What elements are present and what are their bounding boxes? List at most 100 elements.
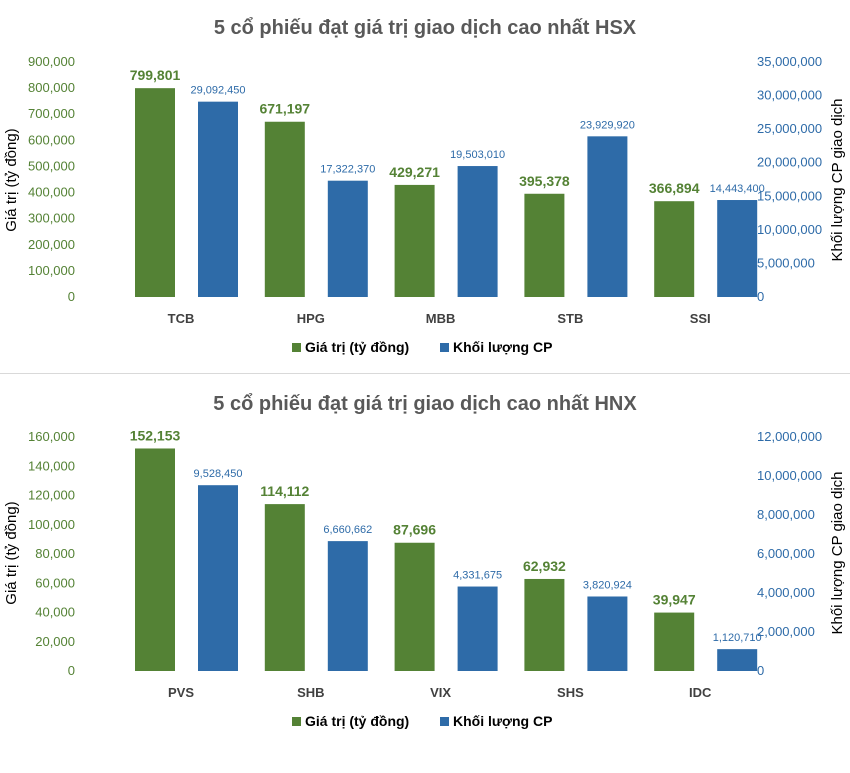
data-label-value: 39,947 <box>653 592 696 608</box>
data-label-volume: 3,820,924 <box>583 579 632 591</box>
left-axis-tick-label: 100,000 <box>28 263 75 278</box>
left-axis-tick-label: 140,000 <box>28 458 75 473</box>
data-label-volume: 4,331,675 <box>453 570 502 582</box>
legend-label-value: Giá trị (tỷ đồng) <box>305 339 409 355</box>
data-label-value: 152,153 <box>130 427 181 443</box>
right-axis-tick-label: 6,000,000 <box>757 546 815 561</box>
bar-value-shs <box>524 578 565 671</box>
right-axis-tick-label: 30,000,000 <box>757 88 822 103</box>
category-label: STB <box>557 311 583 326</box>
bar-volume-ssi <box>717 200 758 297</box>
chart-separator <box>0 373 850 374</box>
right-axis-title: Khối lượng CP giao dịch <box>829 471 846 634</box>
data-label-value: 366,894 <box>649 180 700 196</box>
right-axis-tick-label: 25,000,000 <box>757 121 822 136</box>
category-label: VIX <box>430 685 451 700</box>
bar-volume-hpg <box>327 180 368 297</box>
bar-volume-idc <box>717 649 758 671</box>
bar-value-tcb <box>135 88 175 297</box>
data-label-value: 395,378 <box>519 173 570 189</box>
data-label-volume: 23,929,920 <box>580 119 635 131</box>
data-label-volume: 17,322,370 <box>320 164 375 176</box>
bar-value-pvs <box>135 448 175 671</box>
category-label: SSI <box>690 311 711 326</box>
right-axis-tick-label: 20,000,000 <box>757 155 822 170</box>
legend-label-volume: Khối lượng CP <box>453 339 552 355</box>
legend-swatch-volume <box>440 343 449 352</box>
bar-value-vix <box>394 542 435 671</box>
left-axis-tick-label: 160,000 <box>28 429 75 444</box>
bar-value-stb <box>524 193 565 297</box>
left-axis-tick-label: 200,000 <box>28 237 75 252</box>
bar-volume-vix <box>457 586 498 671</box>
left-axis-tick-label: 80,000 <box>35 546 75 561</box>
data-label-value: 671,197 <box>259 101 310 117</box>
left-axis-tick-label: 0 <box>68 663 75 678</box>
data-label-value: 114,112 <box>260 483 309 499</box>
data-label-volume: 9,528,450 <box>194 468 243 480</box>
legend-swatch-value <box>292 343 301 352</box>
legend-swatch-volume <box>440 717 449 726</box>
chart-hsx: 5 cổ phiếu đạt giá trị giao dịch cao nhấ… <box>3 17 846 355</box>
right-axis-tick-label: 4,000,000 <box>757 585 815 600</box>
data-label-value: 799,801 <box>130 67 181 83</box>
bar-volume-tcb <box>198 101 238 297</box>
bar-volume-stb <box>587 136 628 297</box>
left-axis-title: Giá trị (tỷ đồng) <box>3 128 20 231</box>
chart-title: 5 cổ phiếu đạt giá trị giao dịch cao nhấ… <box>214 17 637 39</box>
category-label: HPG <box>297 311 325 326</box>
data-label-volume: 19,503,010 <box>450 149 505 161</box>
right-axis-tick-label: 5,000,000 <box>757 255 815 270</box>
chart-hnx: 5 cổ phiếu đạt giá trị giao dịch cao nhấ… <box>3 393 846 729</box>
left-axis-tick-label: 120,000 <box>28 488 75 503</box>
bar-value-mbb <box>394 184 435 297</box>
category-label: TCB <box>168 311 195 326</box>
bar-value-ssi <box>654 201 695 297</box>
right-axis-tick-label: 0 <box>757 663 764 678</box>
left-axis-tick-label: 500,000 <box>28 158 75 173</box>
category-label: IDC <box>689 685 712 700</box>
bar-volume-mbb <box>457 166 498 297</box>
right-axis-tick-label: 10,000,000 <box>757 222 822 237</box>
right-axis-tick-label: 0 <box>757 289 764 304</box>
left-axis-tick-label: 800,000 <box>28 80 75 95</box>
data-label-volume: 1,120,710 <box>713 632 762 644</box>
data-label-value: 62,932 <box>523 558 566 574</box>
right-axis-tick-label: 12,000,000 <box>757 429 822 444</box>
legend-swatch-value <box>292 717 301 726</box>
bar-volume-pvs <box>198 485 238 671</box>
bar-value-shb <box>264 504 305 671</box>
right-axis-tick-label: 2,000,000 <box>757 624 815 639</box>
left-axis-tick-label: 60,000 <box>35 575 75 590</box>
data-label-value: 87,696 <box>393 522 436 538</box>
category-label: PVS <box>168 685 194 700</box>
left-axis-title: Giá trị (tỷ đồng) <box>3 501 20 604</box>
bar-volume-shb <box>327 541 368 671</box>
left-axis-tick-label: 20,000 <box>35 634 75 649</box>
left-axis-tick-label: 700,000 <box>28 106 75 121</box>
right-axis-title: Khối lượng CP giao dịch <box>829 98 846 261</box>
right-axis-tick-label: 15,000,000 <box>757 188 822 203</box>
chart-title: 5 cổ phiếu đạt giá trị giao dịch cao nhấ… <box>213 393 637 415</box>
left-axis-tick-label: 900,000 <box>28 54 75 69</box>
category-label: SHB <box>297 685 324 700</box>
left-axis-tick-label: 400,000 <box>28 185 75 200</box>
left-axis-tick-label: 300,000 <box>28 211 75 226</box>
right-axis-tick-label: 10,000,000 <box>757 468 822 483</box>
left-axis-tick-label: 100,000 <box>28 517 75 532</box>
left-axis-tick-label: 0 <box>68 289 75 304</box>
data-label-volume: 6,660,662 <box>323 524 372 536</box>
category-label: SHS <box>557 685 584 700</box>
legend-label-volume: Khối lượng CP <box>453 713 552 729</box>
data-label-volume: 29,092,450 <box>190 85 245 97</box>
bar-value-hpg <box>264 121 305 297</box>
category-label: MBB <box>426 311 456 326</box>
data-label-value: 429,271 <box>389 164 440 180</box>
bar-volume-shs <box>587 596 628 671</box>
legend-label-value: Giá trị (tỷ đồng) <box>305 713 409 729</box>
right-axis-tick-label: 35,000,000 <box>757 54 822 69</box>
left-axis-tick-label: 40,000 <box>35 605 75 620</box>
bar-value-idc <box>654 612 695 671</box>
left-axis-tick-label: 600,000 <box>28 132 75 147</box>
